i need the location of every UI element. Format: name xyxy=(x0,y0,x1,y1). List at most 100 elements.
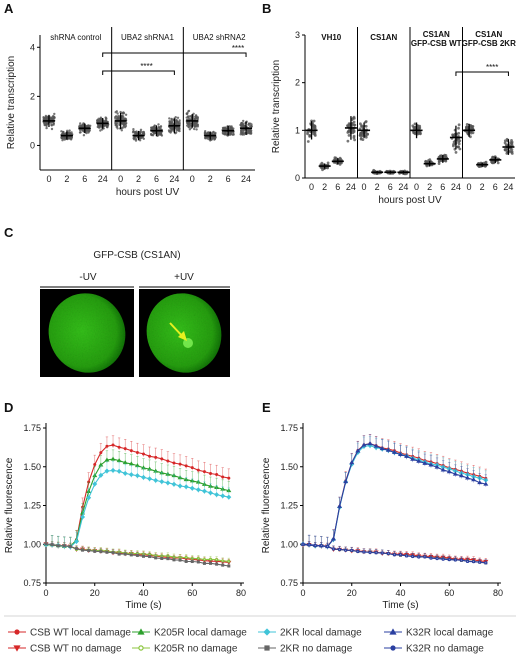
data-marker xyxy=(184,464,188,468)
panel-e-letter: E xyxy=(262,400,271,415)
data-point xyxy=(85,131,88,135)
data-marker xyxy=(142,554,145,558)
y-axis-label: Relative transcription xyxy=(6,56,17,149)
data-point xyxy=(175,118,178,122)
data-marker xyxy=(201,488,207,494)
y-tick-label: 0 xyxy=(295,173,300,183)
data-point xyxy=(224,126,227,129)
data-point xyxy=(105,125,109,129)
data-point xyxy=(157,125,160,129)
data-marker xyxy=(344,548,348,552)
data-point xyxy=(176,116,180,120)
y-tick-label: 1.50 xyxy=(23,462,41,472)
data-point xyxy=(204,130,207,133)
data-point xyxy=(334,158,337,162)
data-marker xyxy=(422,460,428,465)
legend: CSB WT local damage K205R local damage 2KR… xyxy=(4,615,516,655)
data-marker xyxy=(184,559,188,563)
data-marker xyxy=(215,558,219,562)
data-marker xyxy=(111,443,115,447)
data-point xyxy=(82,134,86,137)
series-2kr-no-damage xyxy=(44,541,231,568)
data-marker xyxy=(484,561,488,565)
x-tick-label: 6 xyxy=(82,174,87,184)
data-point xyxy=(206,136,210,139)
data-point xyxy=(115,124,118,127)
data-point xyxy=(178,119,181,122)
data-point xyxy=(120,129,124,132)
series-line xyxy=(302,443,486,547)
x-tick-label: 24 xyxy=(169,174,179,184)
data-marker xyxy=(440,467,446,472)
data-point xyxy=(119,110,122,114)
data-point xyxy=(437,162,441,166)
data-marker xyxy=(215,473,219,477)
x-tick-label: 60 xyxy=(444,588,454,598)
data-marker xyxy=(380,551,384,555)
x-tick-label: 80 xyxy=(493,588,503,598)
legend-item: K205R local damage xyxy=(132,628,247,639)
significance-bracket xyxy=(102,70,175,75)
data-marker xyxy=(337,547,342,551)
series-line xyxy=(45,469,229,548)
data-marker xyxy=(355,448,361,453)
data-point xyxy=(168,120,171,123)
data-marker xyxy=(459,558,464,562)
data-marker xyxy=(319,544,323,548)
data-marker xyxy=(330,536,336,541)
data-marker xyxy=(423,555,427,559)
data-marker xyxy=(416,458,422,463)
data-point xyxy=(503,139,507,143)
data-point xyxy=(204,137,207,140)
significance-label: **** xyxy=(486,63,498,72)
x-tick-label: 0 xyxy=(300,588,305,598)
data-marker xyxy=(141,465,146,470)
data-marker xyxy=(477,480,483,485)
data-point xyxy=(350,122,354,126)
x-tick-label: 24 xyxy=(398,182,408,192)
data-marker xyxy=(165,480,171,486)
legend-label: 2KR no damage xyxy=(280,644,353,655)
data-point xyxy=(134,131,137,134)
data-point xyxy=(465,123,469,126)
data-point xyxy=(437,159,441,163)
data-point xyxy=(213,132,217,136)
y-tick-label: 0.75 xyxy=(23,578,41,588)
data-point xyxy=(134,139,138,142)
data-marker xyxy=(374,551,378,555)
data-point xyxy=(360,125,363,128)
data-marker xyxy=(379,446,385,451)
data-point xyxy=(457,131,461,135)
x-tick-label: 20 xyxy=(90,588,100,598)
data-marker xyxy=(361,442,367,447)
data-marker xyxy=(159,479,165,485)
panel-c: C GFP-CSB (CS1AN) -UV +UV xyxy=(4,225,230,377)
x-tick-label: 6 xyxy=(440,182,445,192)
data-point xyxy=(170,128,174,131)
x-tick-label: 24 xyxy=(503,182,513,192)
data-marker xyxy=(465,559,470,564)
data-point xyxy=(62,131,65,135)
x-tick-label: 2 xyxy=(322,182,327,192)
data-marker xyxy=(148,454,152,458)
data-point xyxy=(97,124,100,127)
y-tick-label: 1.00 xyxy=(23,539,41,549)
data-marker xyxy=(172,461,176,465)
data-point xyxy=(189,115,192,118)
x-tick-label: 0 xyxy=(46,174,51,184)
data-point xyxy=(228,131,231,134)
data-point xyxy=(82,129,85,132)
data-point xyxy=(193,127,196,131)
data-marker xyxy=(202,561,206,565)
data-marker xyxy=(227,564,231,568)
data-point xyxy=(195,128,198,131)
data-point xyxy=(306,130,310,134)
series-line xyxy=(302,445,486,548)
data-marker xyxy=(123,447,127,451)
data-point xyxy=(81,124,84,127)
data-marker xyxy=(392,553,397,557)
data-marker xyxy=(105,444,109,448)
data-marker xyxy=(356,549,360,554)
data-point xyxy=(187,110,190,113)
